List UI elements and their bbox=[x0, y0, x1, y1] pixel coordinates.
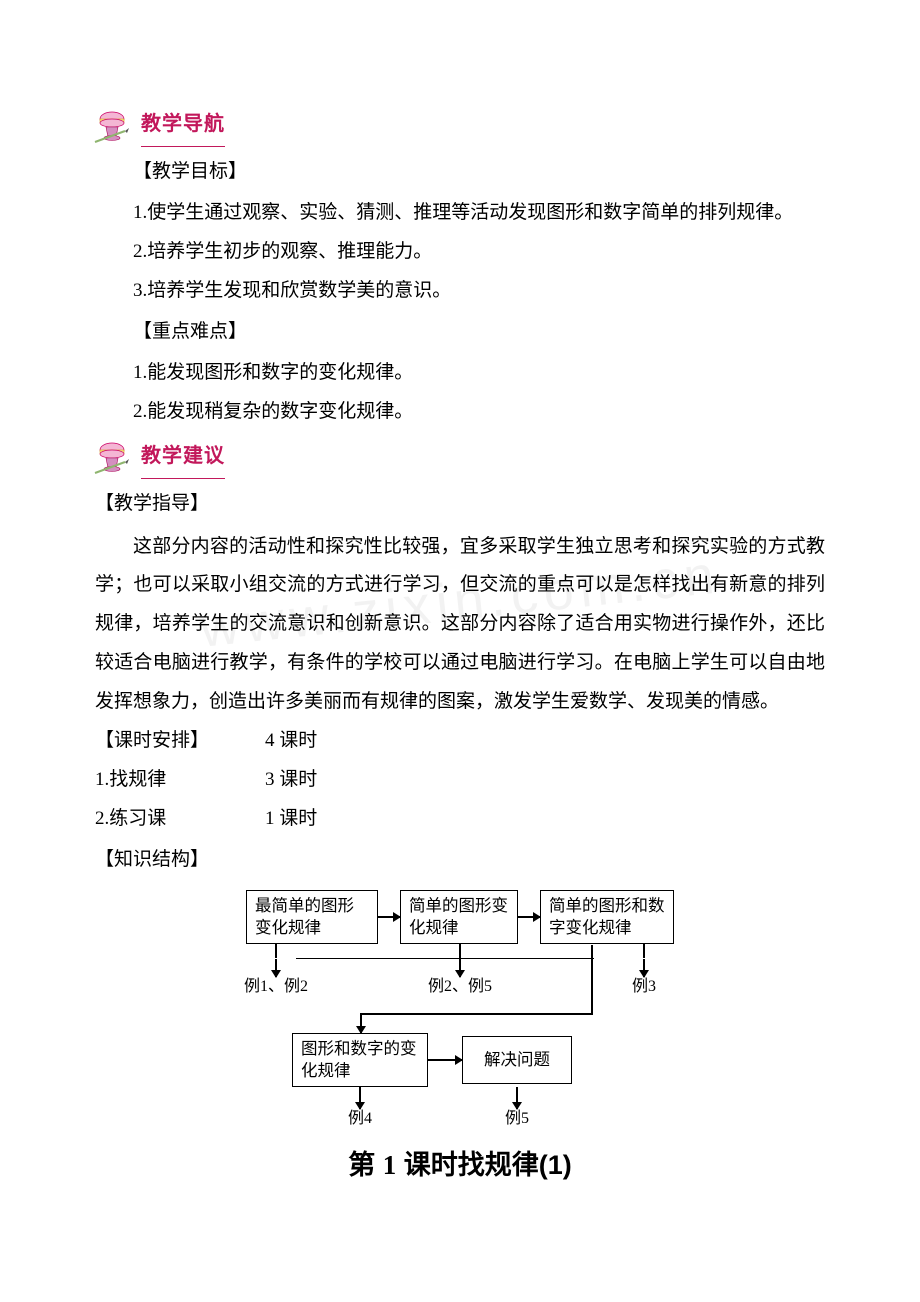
goal-2: 2.培养学生初步的观察、推理能力。 bbox=[95, 233, 825, 272]
flow-box-3: 简单的图形和数字变化规律 bbox=[540, 890, 674, 945]
flow-label-4: 例4 bbox=[292, 1109, 428, 1128]
flow-label-5: 例5 bbox=[462, 1109, 572, 1128]
schedule-row2-label: 2.练习课 bbox=[95, 800, 265, 839]
goal-3: 3.培养学生发现和欣赏数学美的意识。 bbox=[95, 272, 825, 311]
keypoints-label: 【重点难点】 bbox=[95, 313, 825, 352]
schedule-row1-value: 3 课时 bbox=[265, 761, 317, 800]
lesson-title-num: 1 bbox=[383, 1150, 397, 1180]
schedule-row2-value: 1 课时 bbox=[265, 800, 317, 839]
flow-box-4: 图形和数字的变化规律 bbox=[292, 1033, 428, 1088]
knowledge-structure-flowchart: 最简单的图形变化规律 简单的图形变化规律 简单的图形和数字变化规律 例1、例2 … bbox=[230, 890, 690, 1128]
lamp-icon bbox=[93, 438, 135, 476]
arrow-right-icon bbox=[428, 1059, 462, 1061]
goals-label: 【教学目标】 bbox=[95, 153, 825, 192]
schedule-label: 【课时安排】 bbox=[95, 722, 265, 761]
schedule-row-1: 1.找规律 3 课时 bbox=[95, 761, 825, 800]
flow-box-2: 简单的图形变化规律 bbox=[400, 890, 518, 945]
section-heading-nav-text: 教学导航 bbox=[141, 104, 225, 147]
arrow-right-icon bbox=[378, 916, 400, 918]
structure-label: 【知识结构】 bbox=[95, 841, 825, 880]
flow-box-1: 最简单的图形变化规律 bbox=[246, 890, 378, 945]
goal-1: 1.使学生通过观察、实验、猜测、推理等活动发现图形和数字简单的排列规律。 bbox=[95, 194, 825, 233]
schedule-row-2: 2.练习课 1 课时 bbox=[95, 800, 825, 839]
flow-label-3: 例3 bbox=[598, 977, 690, 996]
flow-label-2: 例2、例5 bbox=[414, 977, 506, 996]
lesson-title: 第 1 课时找规律(1) bbox=[95, 1138, 825, 1193]
keypoint-2: 2.能发现稍复杂的数字变化规律。 bbox=[95, 393, 825, 432]
section-heading-advice-text: 教学建议 bbox=[141, 436, 225, 479]
schedule-row1-label: 1.找规律 bbox=[95, 761, 265, 800]
flow-label-1: 例1、例2 bbox=[230, 977, 322, 996]
guide-label: 【教学指导】 bbox=[95, 485, 825, 524]
lamp-icon bbox=[93, 107, 135, 145]
guide-paragraph: 这部分内容的活动性和探究性比较强，宜多采取学生独立思考和探究实验的方式教学；也可… bbox=[95, 528, 825, 723]
lesson-title-suffix: 课时找规律(1) bbox=[396, 1150, 572, 1180]
section-heading-advice: 教学建议 bbox=[93, 436, 825, 479]
keypoint-1: 1.能发现图形和数字的变化规律。 bbox=[95, 354, 825, 393]
schedule-total-row: 【课时安排】 4 课时 bbox=[95, 722, 825, 761]
section-heading-nav: 教学导航 bbox=[93, 104, 825, 147]
lesson-title-prefix: 第 bbox=[348, 1150, 383, 1180]
schedule-total: 4 课时 bbox=[265, 722, 317, 761]
arrow-right-icon bbox=[518, 916, 540, 918]
flow-box-5: 解决问题 bbox=[462, 1036, 572, 1084]
